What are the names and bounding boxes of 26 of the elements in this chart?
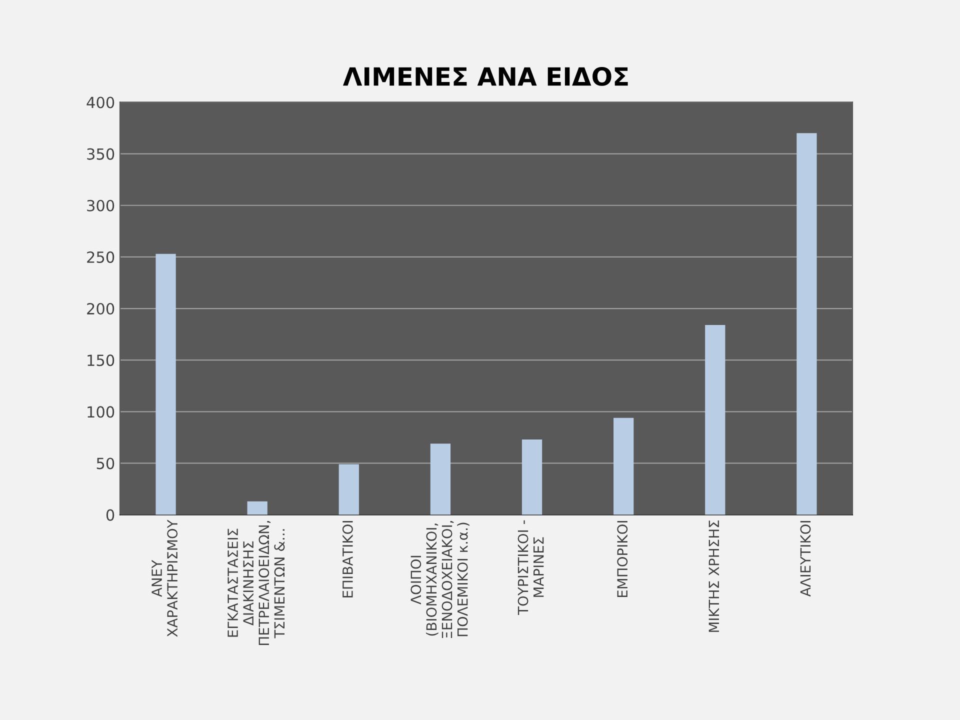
x-tick-label: ΛΟΙΠΟΙ (ΒΙΟΜΗΧΑΝΙΚΟΙ, ΞΕΝΟΔΟΧΕΙΑΚΟΙ, ΠΟΛΕΜΙΚΟΙ κ.α.) (410, 521, 470, 638)
x-tick-label: ΕΜΠΟΡΙΚΟΙ (617, 521, 628, 598)
y-tick-label: 0 (106, 509, 114, 521)
bar (338, 464, 359, 515)
bar (796, 133, 817, 515)
y-tick-label: 300 (87, 200, 114, 212)
bar (705, 325, 726, 515)
chart-title: ΛΙΜΕΝΕΣ ΑΝΑ ΕΙΔΟΣ (342, 67, 628, 86)
y-tick-label: 250 (87, 251, 114, 263)
y-tick-label: 400 (86, 96, 114, 108)
x-tick-label: ΑΝΕΥ ΧΑΡΑΚΤΗΡΙΣΜΟΥ (152, 520, 178, 637)
y-tick-label: 50 (96, 458, 114, 470)
y-tick-label: 200 (87, 302, 114, 315)
x-tick-label: ΕΓΚΑΤΑΣΤΑΣΕΙΣ ΔΙΑΚΙΝΗΣΗΣ ΠΕΤΡΕΛΑΙΟΕΙΔΩΝ, ΤΣΙΜΕΝΤΩΝ &... (228, 521, 285, 645)
x-tick-label: ΜΙΚΤΗΣ ΧΡΗΣΗΣ (708, 520, 719, 632)
x-tick-label: ΕΠΙΒΑΤΙΚΟΙ (342, 521, 353, 598)
y-tick-label: 100 (88, 406, 114, 418)
bar (522, 440, 542, 515)
bar (247, 501, 268, 515)
bar (430, 444, 451, 515)
bar (156, 254, 176, 515)
bar (614, 418, 634, 515)
y-tick-label: 350 (87, 148, 114, 160)
y-tick-label: 150 (88, 354, 114, 366)
x-tick-label: ΑΛΙΕΥΤΙΚΟΙ (800, 521, 811, 597)
x-tick-label: ΤΟΥΡΙΣΤΙΚΟΙ - ΜΑΡΙΝΕΣ (518, 520, 544, 615)
